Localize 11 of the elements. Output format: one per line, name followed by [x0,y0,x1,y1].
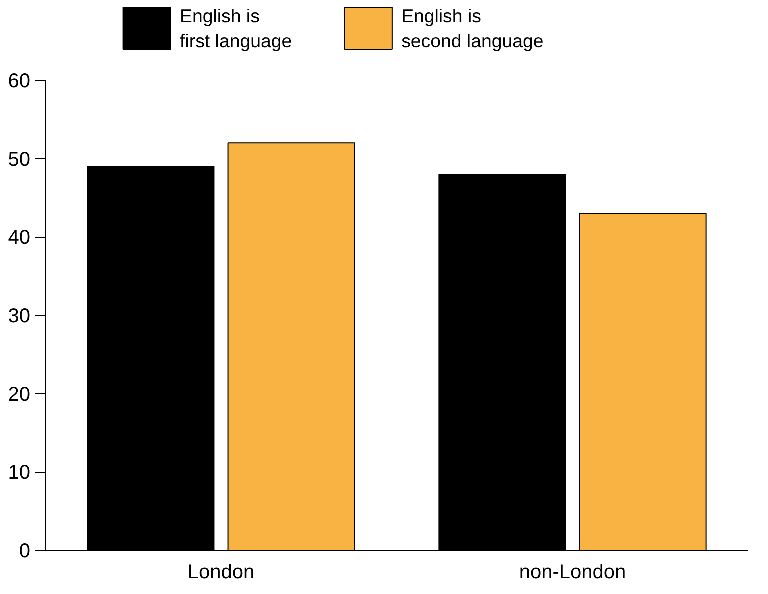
y-tick-label: 0 [19,540,30,562]
legend-label: English is second language [402,5,544,52]
x-tick-label: non-London [519,562,626,584]
legend-label: English is first language [180,5,292,52]
y-tick-label: 30 [8,306,31,328]
x-tick-label: London [188,562,255,584]
y-tick-label: 20 [8,384,31,406]
y-tick-label: 50 [8,148,31,171]
y-tick-label: 40 [8,227,31,250]
y-tick-label: 60 [8,70,31,92]
y-tick-label: 10 [8,462,31,484]
